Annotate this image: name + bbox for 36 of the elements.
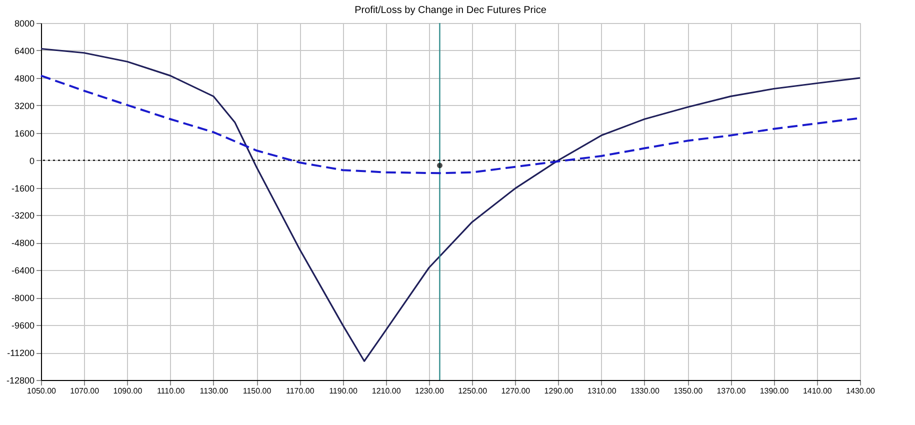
x-tick-label: 1390.00 [760,386,790,396]
y-tick-label: 6400 [14,46,34,56]
x-tick-label: 1350.00 [674,386,704,396]
x-tick-label: 1210.00 [372,386,402,396]
x-tick-label: 1130.00 [200,386,229,396]
y-tick-label: -1600 [11,183,34,194]
y-tick-label: -3200 [11,210,34,221]
x-tick-label: 1330.00 [630,386,660,396]
x-tick-label: 1290.00 [544,386,574,396]
x-tick-label: 1430.00 [846,386,876,396]
x-tick-label: 1270.00 [501,386,531,396]
y-tick-label: -12800 [6,376,34,386]
x-tick-label: 1110.00 [156,386,186,396]
x-tick-label: 1310.00 [587,386,617,396]
x-tick-label: 1190.00 [329,386,358,396]
y-tick-label: 4800 [14,73,34,84]
y-tick-label: -9600 [11,320,34,331]
y-tick-label: 0 [29,156,34,166]
y-tick-label: 8000 [14,18,34,28]
x-tick-label: 1050.00 [27,386,57,396]
x-tick-label: 1150.00 [242,386,272,396]
line-series [40,48,861,362]
x-tick-label: 1370.00 [716,386,746,396]
chart-title: Profit/Loss by Change in Dec Futures Price [354,5,547,16]
x-tick-label: 1170.00 [286,386,315,396]
y-tick-label: 1600 [14,128,34,138]
y-tick-label: -8000 [11,293,34,304]
y-tick-label: -6400 [11,266,34,276]
x-tick-label: 1250.00 [458,386,488,396]
y-tick-label: -4800 [11,238,34,248]
x-tick-label: 1230.00 [414,386,444,396]
x-tick-label: 1090.00 [113,386,143,396]
y-tick-label: -11200 [7,348,34,358]
x-tick-label: 1410.00 [802,386,832,396]
x-tick-label: 1070.00 [70,386,100,396]
y-tick-label: 3200 [14,100,34,111]
